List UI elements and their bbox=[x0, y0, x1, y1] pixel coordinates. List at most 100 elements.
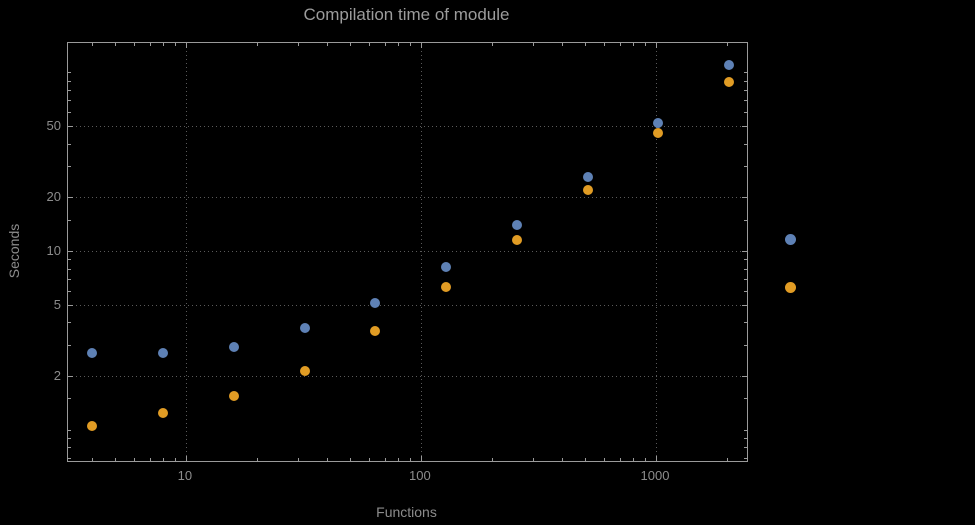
x-tick-mark bbox=[645, 43, 647, 46]
chart-title: Compilation time of module bbox=[303, 5, 510, 24]
y-tick-mark bbox=[68, 72, 71, 74]
legend-marker-icon bbox=[785, 234, 796, 245]
data-point-orange bbox=[653, 127, 664, 138]
x-tick-mark bbox=[633, 458, 635, 461]
y-tick-mark bbox=[742, 251, 747, 253]
x-tick-mark bbox=[298, 458, 299, 461]
x-tick-mark bbox=[645, 458, 647, 461]
y-tick-mark bbox=[68, 429, 71, 431]
x-tick-mark bbox=[92, 43, 94, 46]
legend bbox=[785, 234, 796, 293]
y-tick-mark bbox=[68, 100, 71, 102]
x-tick-mark bbox=[149, 43, 151, 46]
y-gridline bbox=[68, 251, 747, 253]
y-tick-mark bbox=[68, 259, 71, 261]
x-tick-mark bbox=[350, 458, 352, 461]
x-tick-mark bbox=[368, 458, 370, 461]
data-point-blue bbox=[441, 261, 452, 272]
y-tick-mark bbox=[744, 278, 747, 280]
y-tick-mark bbox=[68, 80, 71, 82]
y-tick-mark bbox=[68, 278, 71, 280]
y-tick-mark bbox=[744, 165, 747, 167]
y-tick-mark bbox=[744, 100, 747, 102]
y-tick-mark bbox=[744, 344, 747, 346]
data-point-blue bbox=[228, 342, 239, 353]
y-tick-mark bbox=[68, 447, 71, 449]
data-point-orange bbox=[299, 365, 310, 376]
y-tick-mark bbox=[68, 438, 71, 440]
data-point-blue bbox=[582, 172, 593, 182]
data-point-blue bbox=[87, 347, 98, 358]
y-tick-mark bbox=[744, 268, 747, 270]
data-point-orange bbox=[724, 77, 735, 88]
x-tick-mark bbox=[149, 458, 151, 461]
x-tick-mark bbox=[410, 43, 412, 46]
x-tick-mark bbox=[327, 458, 329, 461]
y-tick-mark bbox=[744, 143, 747, 145]
y-tick-label: 10 bbox=[46, 243, 61, 259]
y-tick-mark bbox=[68, 219, 71, 221]
y-tick-mark bbox=[68, 398, 71, 400]
y-axis-label: Seconds bbox=[6, 223, 22, 279]
y-tick-mark bbox=[68, 322, 71, 324]
x-tick-label: 1000 bbox=[640, 468, 670, 483]
x-tick-mark bbox=[185, 456, 187, 461]
x-tick-mark bbox=[384, 43, 386, 46]
x-tick-mark bbox=[585, 43, 587, 46]
x-tick-mark bbox=[398, 43, 400, 46]
x-tick-mark bbox=[603, 458, 605, 461]
legend-marker-icon bbox=[785, 282, 796, 293]
data-point-orange bbox=[441, 282, 452, 292]
y-tick-mark bbox=[742, 305, 747, 306]
x-tick-mark bbox=[533, 43, 535, 46]
x-tick-mark bbox=[115, 458, 117, 461]
x-tick-mark bbox=[619, 458, 621, 461]
x-tick-mark bbox=[562, 458, 564, 461]
x-tick-mark bbox=[491, 43, 493, 46]
x-tick-mark bbox=[368, 43, 370, 46]
y-tick-mark bbox=[744, 89, 747, 91]
data-point-blue bbox=[370, 298, 381, 309]
y-tick-mark bbox=[742, 197, 747, 199]
x-tick-mark bbox=[656, 43, 657, 48]
x-tick-mark bbox=[410, 458, 412, 461]
x-tick-mark bbox=[603, 43, 605, 46]
x-tick-mark bbox=[175, 458, 177, 461]
y-gridline bbox=[68, 305, 747, 306]
y-tick-mark bbox=[744, 322, 747, 324]
x-tick-mark bbox=[420, 456, 422, 461]
plot-area bbox=[67, 42, 748, 462]
y-tick-mark bbox=[68, 457, 71, 459]
x-tick-mark bbox=[92, 458, 94, 461]
data-point-orange bbox=[582, 184, 593, 195]
x-tick-mark bbox=[398, 458, 400, 461]
y-tick-mark bbox=[68, 344, 71, 346]
y-tick-mark bbox=[68, 197, 73, 199]
y-tick-mark bbox=[744, 72, 747, 74]
y-gridline bbox=[68, 126, 747, 128]
x-tick-mark bbox=[298, 43, 299, 46]
y-gridline bbox=[68, 376, 747, 378]
x-tick-mark bbox=[256, 458, 258, 461]
data-point-blue bbox=[299, 323, 310, 334]
x-tick-mark bbox=[163, 43, 165, 46]
y-tick-mark bbox=[68, 290, 71, 292]
y-tick-mark bbox=[68, 251, 73, 253]
y-tick-mark bbox=[68, 126, 73, 128]
y-tick-mark bbox=[744, 290, 747, 292]
y-tick-label: 20 bbox=[46, 189, 61, 205]
x-tick-mark bbox=[585, 458, 587, 461]
data-point-orange bbox=[87, 421, 98, 432]
y-tick-mark bbox=[742, 376, 747, 378]
y-tick-mark bbox=[742, 126, 747, 128]
data-point-blue bbox=[653, 118, 664, 129]
x-tick-mark bbox=[256, 43, 258, 46]
x-tick-mark bbox=[133, 458, 135, 461]
x-tick-mark bbox=[633, 43, 635, 46]
x-axis-label: Functions bbox=[376, 504, 437, 520]
y-tick-mark bbox=[744, 457, 747, 459]
x-tick-mark bbox=[562, 43, 564, 46]
y-tick-mark bbox=[744, 438, 747, 440]
y-tick-mark bbox=[744, 447, 747, 449]
